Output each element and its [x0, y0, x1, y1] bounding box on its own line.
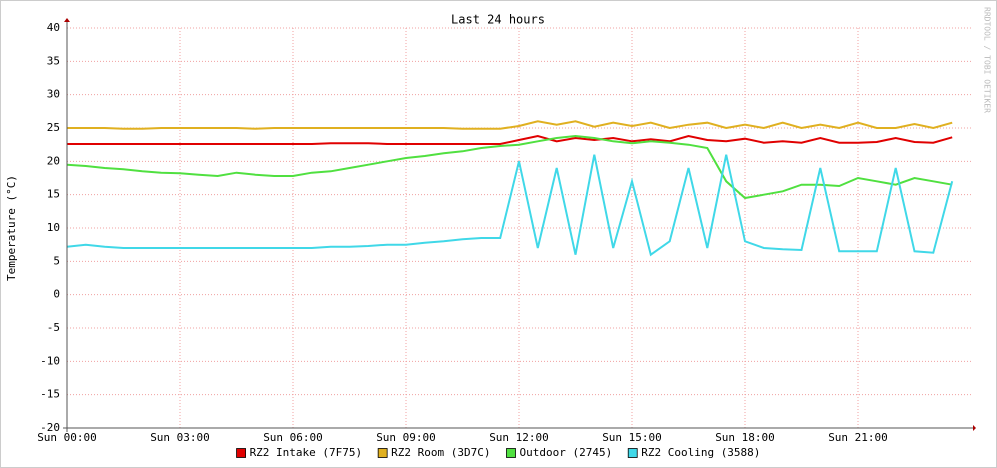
series-line — [67, 120, 953, 130]
legend-swatch — [627, 448, 638, 458]
x-tick-label: Sun 21:00 — [828, 431, 888, 444]
legend-item: Outdoor (2745) — [506, 446, 613, 459]
y-tick-label: 40 — [47, 21, 60, 34]
x-tick-label: Sun 09:00 — [376, 431, 436, 444]
y-arrow — [64, 18, 70, 22]
lines — [66, 120, 954, 257]
watermark: RRDTOOL / TOBI OETIKER — [983, 7, 992, 113]
axes — [63, 18, 976, 432]
legend-label: RZ2 Intake (7F75) — [250, 446, 363, 459]
x-arrow — [973, 425, 976, 431]
x-tick-label: Sun 18:00 — [715, 431, 775, 444]
series-line — [67, 134, 953, 145]
y-tick-label: -20 — [40, 421, 60, 434]
x-tick-label: Sun 06:00 — [263, 431, 323, 444]
x-tick-label: Sun 15:00 — [602, 431, 662, 444]
y-tick-label: 10 — [47, 221, 60, 234]
legend-swatch — [377, 448, 388, 458]
legend-label: RZ2 Room (3D7C) — [391, 446, 490, 459]
legend-label: Outdoor (2745) — [520, 446, 613, 459]
legend-item: RZ2 Room (3D7C) — [377, 446, 491, 459]
y-tick-label: -5 — [47, 321, 60, 334]
y-tick-label: 20 — [47, 154, 60, 167]
x-tick-label: Sun 12:00 — [489, 431, 549, 444]
y-tick-label: 0 — [53, 288, 60, 301]
series-line — [66, 134, 953, 200]
legend-swatch — [506, 448, 516, 458]
legend-label: RZ2 Cooling (3588) — [641, 446, 760, 459]
series-line — [66, 154, 954, 257]
y-axis-label: Temperature (°C) — [5, 175, 18, 281]
y-tick-label: 35 — [47, 54, 60, 67]
y-tick-label: 30 — [47, 88, 60, 101]
y-tick-label: 5 — [53, 254, 60, 267]
y-tick-label: 15 — [47, 188, 60, 201]
y-tick-label: -15 — [40, 388, 60, 401]
y-tick-label: 25 — [47, 121, 60, 134]
x-tick-label: Sun 00:00 — [37, 431, 97, 444]
legend-item: RZ2 Intake (7F75) — [236, 446, 363, 459]
chart-title: Last 24 hours — [451, 13, 545, 27]
legend-item: RZ2 Cooling (3588) — [627, 446, 760, 459]
y-tick-label: -10 — [40, 354, 60, 367]
x-tick-label: Sun 03:00 — [150, 431, 210, 444]
legend: RZ2 Intake (7F75) RZ2 Room (3D7C) Outdoor … — [236, 446, 760, 459]
legend-swatch — [236, 448, 246, 458]
